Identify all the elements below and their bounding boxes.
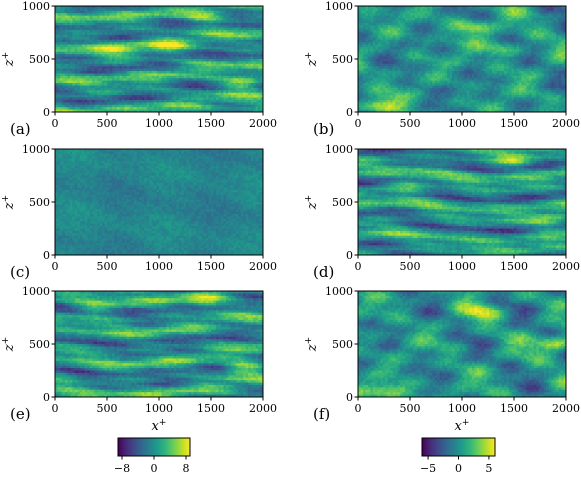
panel-a: 0 500 1000 1500 2000 0 500 1000 z+ (a) [1,0,277,138]
colorbar-tick-label: 0 [151,462,158,475]
y-axis-label: z+ [304,337,320,352]
x-tick-label: 1000 [448,260,476,273]
y-tick-label: 0 [346,106,353,119]
x-tick-label: 1500 [197,402,225,415]
x-tick-label: 1500 [197,260,225,273]
x-tick-label: 1500 [500,260,528,273]
x-tick-label: 1000 [145,260,173,273]
x-tick-label: 1000 [145,402,173,415]
y-tick-label: 500 [332,53,353,66]
y-tick-label: 1000 [22,285,50,298]
x-tick-label: 500 [400,117,421,130]
panel-d: 0 500 1000 1500 2000 0 500 1000 z+ (d) [304,143,580,281]
x-tick-label: 2000 [552,260,580,273]
y-axis-label: z+ [1,52,17,67]
panel-e: 0 500 1000 1500 2000 0 500 1000 z+ x+ (e) [1,285,277,434]
panel-label: (e) [10,405,31,423]
y-tick-label: 0 [43,249,50,262]
colorbar-left: −8 0 8 [114,437,191,475]
heatmap-field [358,6,566,112]
x-tick-label: 0 [355,117,362,130]
panel-c: 0 500 1000 1500 2000 0 500 1000 z+ (c) [1,143,277,281]
colorbar-tick-label: 0 [455,462,462,475]
x-tick-label: 2000 [249,260,277,273]
y-tick-label: 1000 [22,143,50,156]
y-tick-label: 0 [43,391,50,404]
x-tick-label: 500 [400,260,421,273]
x-tick-label: 0 [52,260,59,273]
colorbar-gradient [422,438,495,456]
heatmap-field [55,149,263,255]
y-tick-label: 1000 [325,0,353,13]
colorbar-tick-label: 5 [485,462,492,475]
y-axis-label: z+ [1,337,17,352]
colorbar-tick-label: −5 [420,462,436,475]
x-tick-label: 1000 [448,117,476,130]
panel-label: (f) [313,405,330,423]
heatmap-field [358,291,566,397]
x-tick-label: 1500 [500,402,528,415]
x-tick-label: 0 [355,402,362,415]
heatmap-field [358,149,566,255]
x-tick-label: 2000 [552,402,580,415]
y-tick-label: 0 [346,249,353,262]
x-axis-label: x+ [152,418,167,434]
heatmap-field [55,291,263,397]
y-axis-label: z+ [1,195,17,210]
x-axis-label: x+ [455,418,470,434]
colorbar-right: −5 0 5 [420,437,496,475]
x-tick-label: 500 [97,260,118,273]
x-tick-label: 1000 [145,117,173,130]
y-tick-label: 0 [346,391,353,404]
x-tick-label: 2000 [249,117,277,130]
x-tick-label: 0 [52,402,59,415]
panel-label: (b) [313,120,334,138]
y-tick-label: 500 [29,196,50,209]
x-tick-label: 2000 [249,402,277,415]
x-tick-label: 500 [97,402,118,415]
x-tick-label: 0 [355,260,362,273]
y-tick-label: 500 [332,196,353,209]
y-tick-label: 0 [43,106,50,119]
panel-label: (d) [313,263,334,281]
y-tick-label: 1000 [22,0,50,13]
x-tick-label: 500 [400,402,421,415]
x-tick-label: 1500 [500,117,528,130]
y-tick-label: 500 [332,338,353,351]
y-tick-label: 500 [29,338,50,351]
colorbar-tick-label: 8 [183,462,190,475]
colorbars: −8 0 8 −5 0 5 [114,437,496,475]
x-tick-label: 2000 [552,117,580,130]
colorbar-tick-label: −8 [114,462,130,475]
panel-label: (a) [10,120,31,138]
y-tick-label: 500 [29,53,50,66]
y-axis-label: z+ [304,52,320,67]
x-tick-label: 0 [52,117,59,130]
x-tick-label: 500 [97,117,118,130]
colorbar-gradient [118,438,190,456]
y-tick-label: 1000 [325,143,353,156]
heatmap-field [55,6,263,112]
y-axis-label: z+ [304,195,320,210]
x-tick-label: 1000 [448,402,476,415]
panel-f: 0 500 1000 1500 2000 0 500 1000 z+ x+ (f) [304,285,580,434]
x-tick-label: 1500 [197,117,225,130]
panels: 0 500 1000 1500 2000 0 500 1000 z+ (a) 0 500 1000 150… [1,0,580,434]
panel-label: (c) [10,263,30,281]
panel-b: 0 500 1000 1500 2000 0 500 1000 z+ (b) [304,0,580,138]
y-tick-label: 1000 [325,285,353,298]
